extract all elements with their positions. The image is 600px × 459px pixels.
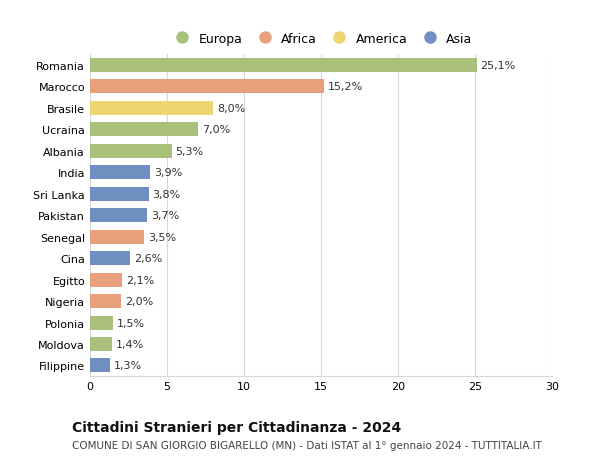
Text: COMUNE DI SAN GIORGIO BIGARELLO (MN) - Dati ISTAT al 1° gennaio 2024 - TUTTITALI: COMUNE DI SAN GIORGIO BIGARELLO (MN) - D… xyxy=(72,440,542,450)
Text: 2,0%: 2,0% xyxy=(125,297,153,307)
Bar xyxy=(90,252,130,265)
Text: 8,0%: 8,0% xyxy=(217,104,245,114)
Bar xyxy=(90,145,172,158)
Bar xyxy=(90,101,213,116)
Bar xyxy=(90,273,122,287)
Text: 7,0%: 7,0% xyxy=(202,125,230,135)
Text: 5,3%: 5,3% xyxy=(175,146,203,157)
Text: 15,2%: 15,2% xyxy=(328,82,363,92)
Text: 3,5%: 3,5% xyxy=(148,232,176,242)
Text: 3,9%: 3,9% xyxy=(154,168,182,178)
Text: Cittadini Stranieri per Cittadinanza - 2024: Cittadini Stranieri per Cittadinanza - 2… xyxy=(72,420,401,434)
Bar xyxy=(90,295,121,308)
Text: 25,1%: 25,1% xyxy=(481,61,515,71)
Text: 1,5%: 1,5% xyxy=(117,318,145,328)
Text: 1,4%: 1,4% xyxy=(115,339,143,349)
Bar xyxy=(90,230,144,244)
Text: 3,7%: 3,7% xyxy=(151,211,179,221)
Legend: Europa, Africa, America, Asia: Europa, Africa, America, Asia xyxy=(170,33,472,45)
Bar xyxy=(90,209,147,223)
Text: 1,3%: 1,3% xyxy=(114,361,142,371)
Text: 2,6%: 2,6% xyxy=(134,253,162,263)
Bar xyxy=(90,337,112,351)
Bar xyxy=(90,80,324,94)
Bar xyxy=(90,187,149,201)
Bar xyxy=(90,59,476,73)
Bar xyxy=(90,123,198,137)
Bar xyxy=(90,316,113,330)
Bar xyxy=(90,359,110,373)
Text: 3,8%: 3,8% xyxy=(152,189,181,199)
Bar xyxy=(90,166,150,180)
Text: 2,1%: 2,1% xyxy=(126,275,154,285)
